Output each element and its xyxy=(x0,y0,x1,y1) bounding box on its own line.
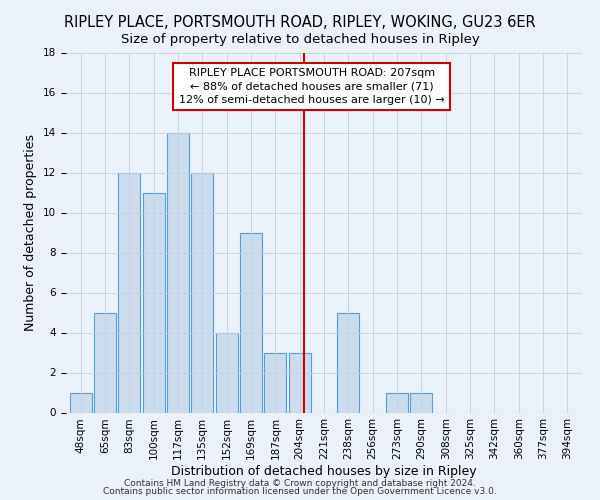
Text: Contains public sector information licensed under the Open Government Licence v3: Contains public sector information licen… xyxy=(103,487,497,496)
Bar xyxy=(337,312,359,412)
Bar xyxy=(386,392,408,412)
Bar xyxy=(215,332,238,412)
Y-axis label: Number of detached properties: Number of detached properties xyxy=(25,134,37,331)
Bar xyxy=(70,392,92,412)
Text: RIPLEY PLACE PORTSMOUTH ROAD: 207sqm
← 88% of detached houses are smaller (71)
1: RIPLEY PLACE PORTSMOUTH ROAD: 207sqm ← 8… xyxy=(179,68,445,105)
Bar xyxy=(240,232,262,412)
Bar xyxy=(94,312,116,412)
Bar xyxy=(289,352,311,412)
Bar xyxy=(118,172,140,412)
Bar xyxy=(143,192,164,412)
Bar xyxy=(410,392,433,412)
Text: Contains HM Land Registry data © Crown copyright and database right 2024.: Contains HM Land Registry data © Crown c… xyxy=(124,478,476,488)
Bar xyxy=(167,132,189,412)
Text: Size of property relative to detached houses in Ripley: Size of property relative to detached ho… xyxy=(121,32,479,46)
Text: RIPLEY PLACE, PORTSMOUTH ROAD, RIPLEY, WOKING, GU23 6ER: RIPLEY PLACE, PORTSMOUTH ROAD, RIPLEY, W… xyxy=(64,15,536,30)
Bar xyxy=(265,352,286,412)
X-axis label: Distribution of detached houses by size in Ripley: Distribution of detached houses by size … xyxy=(171,465,477,478)
Bar xyxy=(191,172,213,412)
